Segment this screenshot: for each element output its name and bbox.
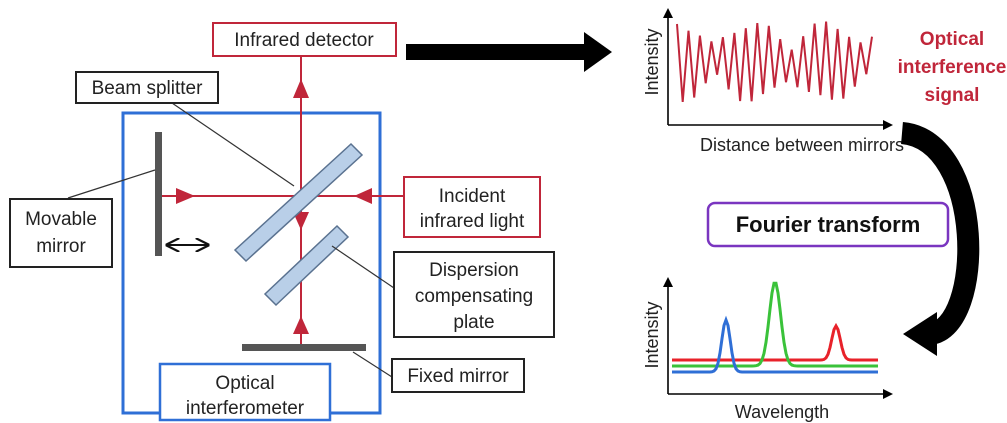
movable-mirror-box bbox=[9, 198, 113, 268]
beam-splitter-plate bbox=[233, 142, 364, 263]
interferometer-label-1: Optical bbox=[215, 373, 274, 394]
arrow-to-interferogram bbox=[406, 32, 612, 72]
fixed-mirror-box bbox=[391, 358, 525, 393]
arrow-left-incident bbox=[354, 188, 372, 204]
interferometer-label-2: interferometer bbox=[186, 398, 305, 419]
incident-light-box bbox=[403, 176, 541, 238]
fixed-mirror-label: Fixed mirror bbox=[407, 366, 509, 387]
beam-splitter-box bbox=[75, 71, 219, 104]
infrared-detector-box bbox=[212, 22, 397, 57]
beam-arrows bbox=[176, 79, 372, 334]
fixed-mirror bbox=[242, 344, 366, 351]
interferogram-xlabel: Distance between mirrors bbox=[700, 135, 904, 155]
arrow-up-to-detector bbox=[293, 79, 309, 98]
movable-mirror bbox=[155, 132, 162, 256]
dispersion-label-2: compensating bbox=[415, 286, 533, 307]
spectrum-series-red bbox=[672, 322, 878, 362]
dispersion-label-1: Dispersion bbox=[429, 260, 519, 281]
dispersion-plate-box bbox=[393, 251, 555, 338]
signal-label-2: interference bbox=[898, 57, 1007, 78]
infrared-detector-label: Infrared detector bbox=[234, 30, 374, 51]
signal-label-1: Optical bbox=[920, 29, 984, 50]
fourier-transform-label: Fourier transform bbox=[736, 212, 921, 237]
spectrum-plot: Intensity Wavelength bbox=[642, 277, 893, 422]
movable-mirror-label-1: Movable bbox=[25, 209, 97, 230]
spectrum-ylabel: Intensity bbox=[642, 301, 662, 368]
interferogram-waveform bbox=[676, 21, 873, 102]
incident-light-label-2: infrared light bbox=[420, 211, 525, 232]
movable-mirror-label-2: mirror bbox=[36, 236, 86, 257]
interferogram-ylabel: Intensity bbox=[642, 28, 662, 95]
interferometer-box bbox=[158, 362, 332, 422]
curved-arrow-to-spectrum bbox=[900, 122, 980, 345]
incident-light-label-1: Incident bbox=[439, 186, 506, 207]
arrow-up-from-fixed-mirror bbox=[293, 316, 309, 334]
interferogram-plot: Intensity Distance between mirrors bbox=[642, 8, 904, 155]
spectrum-series-green bbox=[672, 281, 878, 368]
spectrum-series-blue bbox=[672, 315, 878, 374]
leader-lines bbox=[67, 102, 395, 378]
spectrum-xlabel: Wavelength bbox=[735, 402, 829, 422]
curved-arrow-head bbox=[903, 312, 937, 356]
dispersion-label-3: plate bbox=[453, 312, 494, 333]
signal-label-3: signal bbox=[925, 85, 980, 106]
beam-splitter-label: Beam splitter bbox=[92, 78, 204, 99]
arrow-left-to-movable-mirror bbox=[176, 188, 195, 204]
arrow-down-to-plate bbox=[293, 212, 309, 230]
fourier-transform-box bbox=[706, 201, 950, 248]
dispersion-compensating-plate bbox=[263, 224, 350, 307]
